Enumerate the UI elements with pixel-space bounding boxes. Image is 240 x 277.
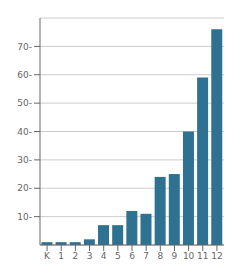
svg-text:40-: 40- <box>17 127 32 137</box>
svg-text:9: 9 <box>172 251 178 261</box>
svg-text:60-: 60- <box>17 70 32 80</box>
svg-text:1: 1 <box>58 251 64 261</box>
svg-text:30-: 30- <box>17 155 32 165</box>
svg-text:50-: 50- <box>17 98 32 108</box>
svg-text:10-: 10- <box>17 212 32 222</box>
svg-text:7: 7 <box>143 251 149 261</box>
svg-text:11: 11 <box>197 251 208 261</box>
svg-text:2: 2 <box>73 251 79 261</box>
svg-text:20-: 20- <box>17 183 32 193</box>
svg-text:6: 6 <box>129 251 135 261</box>
svg-text:12: 12 <box>211 251 222 261</box>
svg-text:3: 3 <box>87 251 93 261</box>
svg-text:70-: 70- <box>17 42 32 52</box>
svg-text:10: 10 <box>183 251 195 261</box>
svg-text:K: K <box>44 251 51 261</box>
svg-text:4: 4 <box>101 251 107 261</box>
svg-text:5: 5 <box>115 251 121 261</box>
svg-text:8: 8 <box>157 251 163 261</box>
